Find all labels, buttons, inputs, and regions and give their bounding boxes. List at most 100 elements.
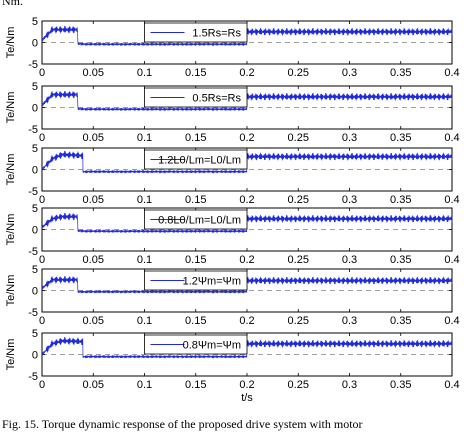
x-tick-label: 0.2 — [239, 254, 254, 266]
x-tick-label: 0.35 — [390, 254, 411, 266]
x-tick-label: 0.2 — [239, 67, 254, 79]
y-tick-label: 5 — [32, 143, 38, 155]
x-tick-label: 0.4 — [444, 254, 459, 266]
y-tick-label: 0 — [32, 165, 38, 177]
x-tick-label: 0.15 — [185, 315, 206, 327]
x-tick-label: 0.25 — [288, 67, 309, 79]
legend: 1.2Ψm=Ψm — [144, 270, 248, 291]
y-tick-label: 5 — [32, 16, 38, 28]
x-tick-label: 0.2 — [239, 379, 254, 391]
y-axis-label: Te/Nm — [5, 92, 17, 124]
legend-box — [144, 209, 248, 230]
x-tick-label: 0.25 — [288, 379, 309, 391]
legend-label: 0.8L0/Lm=L0/Lm — [158, 215, 241, 227]
y-tick-label: 5 — [32, 203, 38, 215]
y-tick-label: 0 — [32, 38, 38, 50]
x-tick-label: 0.15 — [185, 194, 206, 206]
legend: 0.8L0/Lm=L0/Lm — [144, 209, 248, 230]
y-axis-label: Te/Nm — [5, 27, 17, 59]
legend-label: 0.5Rs=Rs — [192, 93, 241, 105]
x-tick-label: 0.05 — [83, 315, 104, 327]
legend: 0.5Rs=Rs — [144, 87, 248, 108]
subplot-6: 0 0.05 0.1 0.15 0.2 0.25 0.3 0.35 0.450-5Te/Nm 0.… — [5, 328, 460, 404]
subplot-1: 0 0.05 0.1 0.15 0.2 0.25 0.3 0.35 0.450-5Te/Nm 1.… — [5, 16, 460, 79]
x-tick-label: 0.1 — [137, 379, 152, 391]
legend-box — [144, 22, 248, 43]
y-tick-label: -5 — [28, 186, 38, 198]
x-tick-label: 0.05 — [83, 194, 104, 206]
y-tick-label: -5 — [28, 124, 38, 136]
legend-box — [144, 87, 248, 108]
x-tick-label: 0 — [39, 194, 45, 206]
x-tick-label: 0.25 — [288, 194, 309, 206]
x-tick-label: 0.05 — [83, 254, 104, 266]
y-tick-label: -5 — [28, 371, 38, 383]
x-tick-label: 0.4 — [444, 67, 459, 79]
x-tick-label: 0.15 — [185, 254, 206, 266]
y-tick-label: 0 — [32, 103, 38, 115]
x-tick-label: 0.3 — [342, 315, 357, 327]
legend-box — [144, 334, 248, 355]
x-tick-label: 0.1 — [137, 132, 152, 144]
y-axis-label: Te/Nm — [5, 339, 17, 371]
x-tick-label: 0.05 — [83, 132, 104, 144]
x-tick-label: 0.25 — [288, 132, 309, 144]
x-tick-label: 0.1 — [137, 315, 152, 327]
x-tick-label: 0 — [39, 67, 45, 79]
x-tick-label: 0.2 — [239, 194, 254, 206]
y-tick-label: 0 — [32, 286, 38, 298]
figure-caption: Fig. 15. Torque dynamic response of the … — [2, 417, 363, 431]
x-tick-label: 0 — [39, 315, 45, 327]
legend-box — [144, 270, 248, 291]
y-tick-label: -5 — [28, 307, 38, 319]
x-tick-label: 0.25 — [288, 254, 309, 266]
x-tick-label: 0.35 — [390, 315, 411, 327]
y-tick-label: 5 — [32, 328, 38, 340]
legend-label: 1.2L0/Lm=L0/Lm — [158, 155, 241, 167]
x-tick-label: 0.4 — [444, 315, 459, 327]
legend: 0.8Ψm=Ψm — [144, 334, 248, 355]
legend-label: 1.5Rs=Rs — [192, 28, 241, 40]
x-tick-label: 0.1 — [137, 194, 152, 206]
y-tick-label: 5 — [32, 264, 38, 276]
x-tick-label: 0.4 — [444, 194, 459, 206]
y-tick-label: 5 — [32, 81, 38, 93]
x-tick-label: 0.15 — [185, 132, 206, 144]
x-tick-label: 0.35 — [390, 379, 411, 391]
y-axis-label: Te/Nm — [5, 275, 17, 307]
subplot-5: 0 0.05 0.1 0.15 0.2 0.25 0.3 0.35 0.450-5Te/Nm 1.… — [5, 264, 460, 327]
legend: 1.5Rs=Rs — [144, 22, 248, 43]
x-tick-label: 0 — [39, 379, 45, 391]
legend-label: 0.8Ψm=Ψm — [183, 340, 241, 352]
y-axis-label: Te/Nm — [5, 154, 17, 186]
x-tick-label: 0.3 — [342, 379, 357, 391]
x-tick-label: 0.15 — [185, 379, 206, 391]
subplot-4: 0 0.05 0.1 0.15 0.2 0.25 0.3 0.35 0.450-5Te/Nm 0.… — [5, 203, 460, 266]
y-tick-label: -5 — [28, 59, 38, 71]
x-tick-label: 0.35 — [390, 194, 411, 206]
subplot-2: 0 0.05 0.1 0.15 0.2 0.25 0.3 0.35 0.450-5Te/Nm 0.… — [5, 81, 460, 144]
x-tick-label: 0.1 — [137, 67, 152, 79]
legend-box — [144, 149, 248, 170]
x-tick-label: 0.35 — [390, 132, 411, 144]
x-tick-label: 0.3 — [342, 194, 357, 206]
figure-top-text: Nm. — [2, 0, 23, 8]
x-tick-label: 0.05 — [83, 67, 104, 79]
y-tick-label: -5 — [28, 246, 38, 258]
x-tick-label: 0 — [39, 254, 45, 266]
x-tick-label: 0.2 — [239, 315, 254, 327]
x-axis-label: t/s — [241, 392, 253, 404]
x-tick-label: 0.4 — [444, 379, 459, 391]
x-tick-label: 0.05 — [83, 379, 104, 391]
x-tick-label: 0.25 — [288, 315, 309, 327]
x-tick-label: 0.2 — [239, 132, 254, 144]
subplot-3: 0 0.05 0.1 0.15 0.2 0.25 0.3 0.35 0.450-5Te/Nm 1.… — [5, 143, 460, 206]
legend-label: 1.2Ψm=Ψm — [183, 276, 241, 288]
x-tick-label: 0 — [39, 132, 45, 144]
x-tick-label: 0.3 — [342, 254, 357, 266]
x-tick-label: 0.15 — [185, 67, 206, 79]
y-tick-label: 0 — [32, 350, 38, 362]
x-tick-label: 0.35 — [390, 67, 411, 79]
y-axis-label: Te/Nm — [5, 214, 17, 246]
